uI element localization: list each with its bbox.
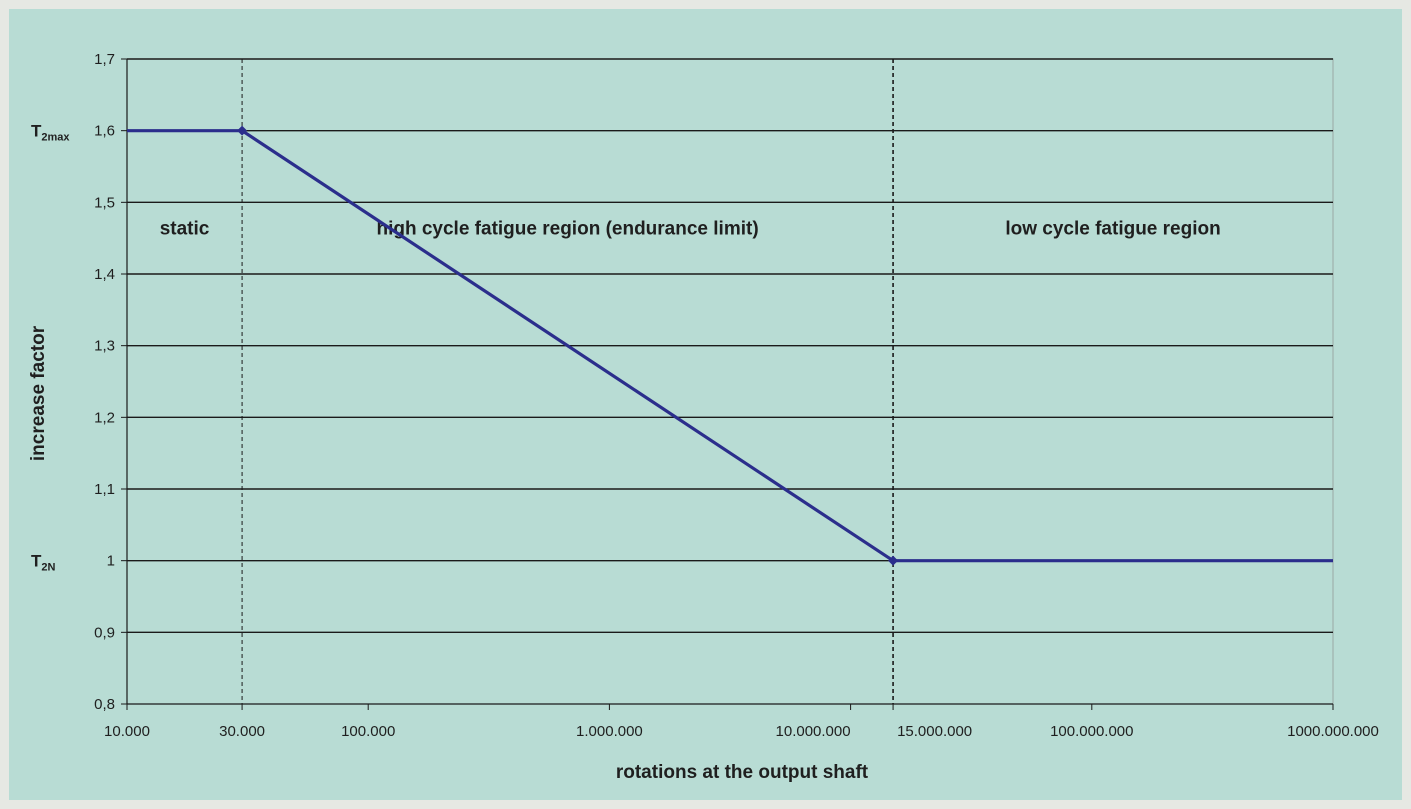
plot-area — [126, 58, 1334, 705]
chart-panel: 0,8 0,9 1 1,1 1,2 1,3 1,4 1,5 1,6 1,7 10.000 30.000… — [9, 9, 1402, 800]
y-tick-label: 1,4 — [94, 266, 115, 283]
y-tick-label: 1,1 — [94, 481, 115, 498]
x-tick-label: 1.000.000 — [576, 723, 643, 740]
y-tick-label: 1,3 — [94, 338, 115, 355]
data-point — [888, 555, 899, 566]
y-tick-label: 0,8 — [94, 696, 115, 713]
region-label: static — [160, 218, 210, 239]
region-label: low cycle fatigue region — [1005, 218, 1220, 239]
reference-label: T2max — [31, 122, 70, 144]
y-tick-label: 1,7 — [94, 51, 115, 68]
y-tick-label: 1,2 — [94, 409, 115, 426]
reference-label-main: T — [31, 552, 42, 571]
x-tick-label: 100.000.000 — [1050, 723, 1133, 740]
reference-label: T2N — [31, 552, 56, 574]
x-axis-title: rotations at the output shaft — [616, 762, 869, 783]
reference-label-subscript: 2N — [41, 562, 55, 574]
y-axis-title: increase factor — [28, 325, 49, 461]
y-tick-label: 1,5 — [94, 194, 115, 211]
y-tick-label: 0,9 — [94, 624, 115, 641]
x-tick-label: 100.000 — [341, 723, 395, 740]
x-tick-label: 10.000 — [104, 723, 150, 740]
series-line — [127, 129, 1333, 563]
x-tick-label: 30.000 — [219, 723, 265, 740]
region-label: high cycle fatigue region (endurance lim… — [376, 218, 758, 239]
x-tick-label: 15.000.000 — [897, 723, 972, 740]
reference-label-main: T — [31, 122, 42, 141]
reference-label-subscript: 2max — [41, 132, 70, 144]
x-tick-label: 10.000.000 — [776, 723, 851, 740]
x-tick-label: 1000.000.000 — [1287, 723, 1379, 740]
y-tick-label: 1,6 — [94, 123, 115, 140]
y-tick-label: 1 — [107, 553, 115, 570]
fatigue-chart: 0,8 0,9 1 1,1 1,2 1,3 1,4 1,5 1,6 1,7 10.000 30.000… — [28, 51, 1379, 783]
